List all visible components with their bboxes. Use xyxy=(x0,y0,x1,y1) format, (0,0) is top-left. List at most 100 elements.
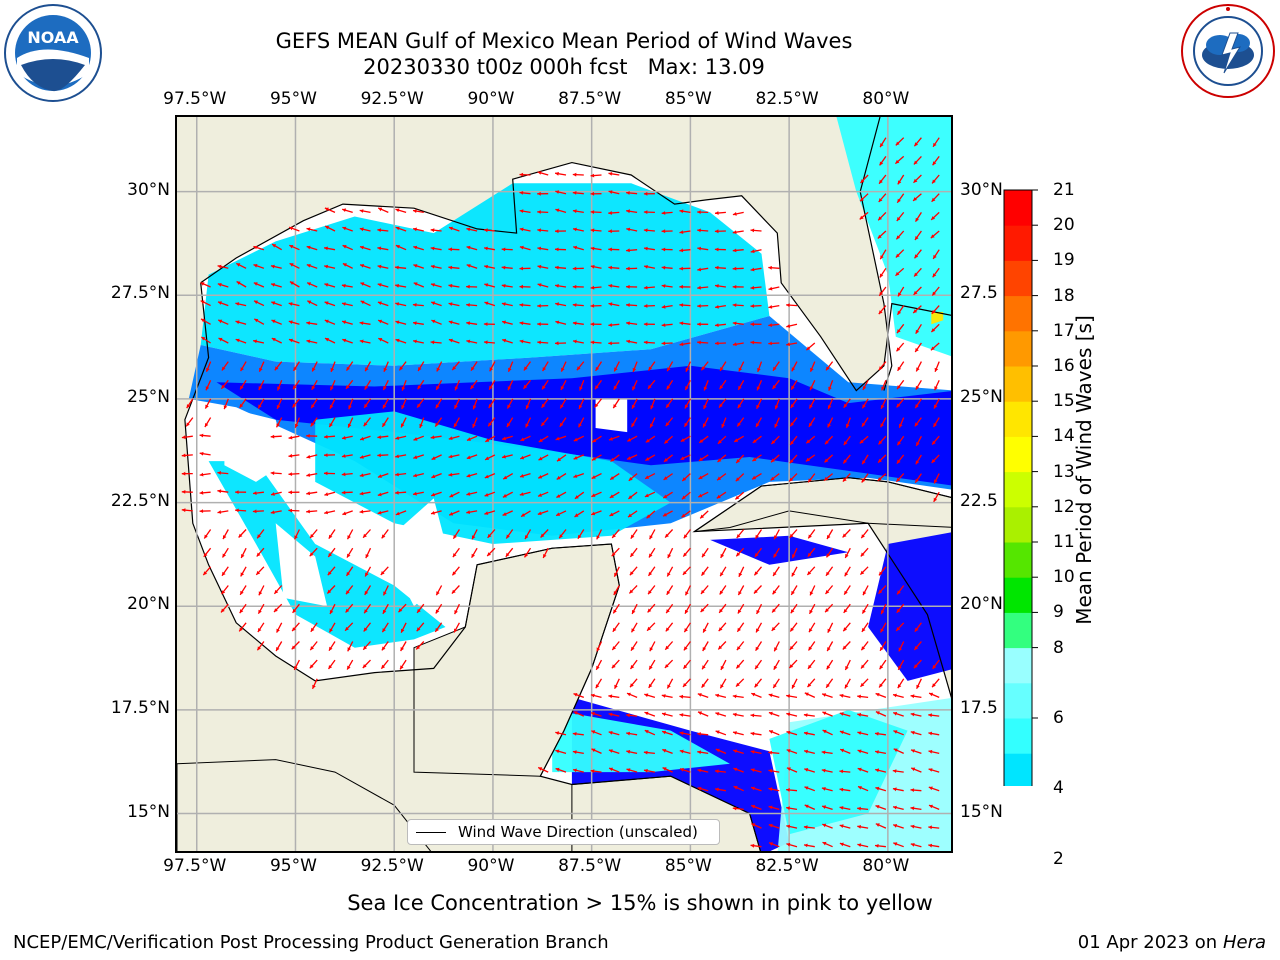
wave-arrow-head xyxy=(252,509,257,514)
wave-arrow-head xyxy=(662,730,667,735)
wave-arrow-head xyxy=(342,226,347,231)
wave-arrow-head xyxy=(807,683,812,688)
wave-arrow-head xyxy=(914,646,919,650)
wave-arrow-head xyxy=(878,198,883,202)
wave-arrow-head xyxy=(843,459,847,464)
wave-arrow-head xyxy=(306,227,311,232)
wave-arrow-head xyxy=(736,459,740,463)
wave-arrow-head xyxy=(771,440,776,444)
wave-arrow-head xyxy=(292,608,297,613)
wave-arrow-head xyxy=(327,589,332,594)
wave-arrow-head xyxy=(893,748,898,752)
wave-arrow-head xyxy=(804,749,808,754)
wave-arrow-head xyxy=(750,843,755,848)
wave-arrow-head xyxy=(857,749,862,754)
wave-arrow-head xyxy=(573,339,577,344)
wave-arrow-head xyxy=(590,264,595,269)
wave-arrow-head xyxy=(377,228,382,233)
wave-arrow-head xyxy=(631,628,635,633)
wave-arrow-head xyxy=(825,440,829,445)
wave-arrow-head xyxy=(395,511,400,516)
wave-arrow-head xyxy=(555,284,559,288)
wave-arrow-head xyxy=(910,824,915,829)
wave-arrow-head xyxy=(928,749,933,754)
wave-arrow-head xyxy=(755,665,759,670)
wave-arrow-head xyxy=(929,804,933,809)
wave-arrow-head xyxy=(859,439,864,444)
wave-arrow-head xyxy=(702,553,706,558)
wave-arrow-head xyxy=(827,535,831,539)
wave-arrow-head xyxy=(502,454,506,459)
wave-arrow-head xyxy=(738,572,743,577)
wave-arrow-head xyxy=(754,571,759,576)
wave-arrow-head xyxy=(736,552,741,557)
wave-arrow-head xyxy=(377,492,382,497)
wave-arrow-head xyxy=(698,457,703,461)
wave-arrow-head xyxy=(590,693,595,698)
wave-arrow-head xyxy=(911,749,915,753)
wave-arrow-head xyxy=(826,366,830,371)
wave-arrow-head xyxy=(519,321,524,326)
wave-arrow-head xyxy=(555,302,559,306)
wave-arrow-head xyxy=(828,386,832,391)
wave-arrow-head xyxy=(933,423,937,427)
wave-arrow-head xyxy=(685,591,689,596)
wave-arrow-head xyxy=(448,436,453,440)
wave-arrow-head xyxy=(719,403,723,408)
wave-arrow-head xyxy=(627,438,632,442)
wave-arrow-head xyxy=(561,367,565,372)
wave-arrow-head xyxy=(719,590,724,595)
wave-arrow-head xyxy=(416,645,420,650)
wave-arrow-head xyxy=(643,322,648,327)
wave-arrow-head xyxy=(431,456,436,460)
wave-arrow-head xyxy=(630,683,634,688)
wave-arrow-head xyxy=(738,591,742,596)
wave-arrow-head xyxy=(199,433,204,438)
wave-arrow-head xyxy=(413,264,418,268)
wave-arrow-head xyxy=(720,553,725,558)
wave-arrow-head xyxy=(626,227,631,232)
footer-host: Hera xyxy=(1222,932,1266,953)
wave-arrow-head xyxy=(324,492,329,496)
wave-arrow-head xyxy=(413,473,417,478)
wave-arrow-head xyxy=(699,439,704,443)
wave-arrow-head xyxy=(294,535,298,540)
wave-arrow-head xyxy=(294,665,298,670)
lat-tick-right: 30°N xyxy=(960,179,1003,200)
wave-arrow-head xyxy=(932,683,936,688)
wave-arrow-head xyxy=(488,404,493,408)
wave-arrow-head xyxy=(235,508,239,513)
wave-arrow-head xyxy=(734,438,739,442)
wave-arrow-head xyxy=(897,329,901,334)
wave-arrow-head xyxy=(804,692,809,697)
wave-arrow-head xyxy=(342,435,346,440)
wave-arrow-head xyxy=(186,404,191,409)
wave-arrow-head xyxy=(750,267,755,272)
wave-arrow-head xyxy=(271,319,276,324)
wave-arrow-head xyxy=(342,338,347,343)
wave-arrow-head xyxy=(235,320,240,325)
wave-arrow-head xyxy=(560,386,565,390)
wave-arrow-head xyxy=(289,226,294,231)
wave-arrow-head xyxy=(715,341,719,346)
wave-arrow-head xyxy=(626,321,630,326)
wave-arrow-head xyxy=(507,386,512,391)
wave-arrow-head xyxy=(768,823,773,828)
wave-arrow-head xyxy=(488,422,492,427)
wave-arrow-head xyxy=(913,160,918,165)
wave-arrow-head xyxy=(878,310,883,315)
wave-arrow-head xyxy=(559,534,563,539)
lon-tick-top: 85°W xyxy=(664,89,712,109)
wave-arrow-head xyxy=(679,767,684,772)
zone-cyan-north xyxy=(200,183,770,366)
wave-arrow-head xyxy=(844,590,848,595)
lat-tick-left: 25°N xyxy=(127,386,170,407)
colorbar-segment xyxy=(1004,190,1032,226)
wave-arrow-head xyxy=(750,768,755,772)
wave-arrow-head xyxy=(395,472,399,477)
wave-arrow-head xyxy=(360,264,365,268)
wave-arrow-head xyxy=(750,228,755,233)
wave-arrow-head xyxy=(683,664,688,669)
wave-arrow-head xyxy=(362,664,367,668)
wave-arrow-head xyxy=(572,172,577,177)
